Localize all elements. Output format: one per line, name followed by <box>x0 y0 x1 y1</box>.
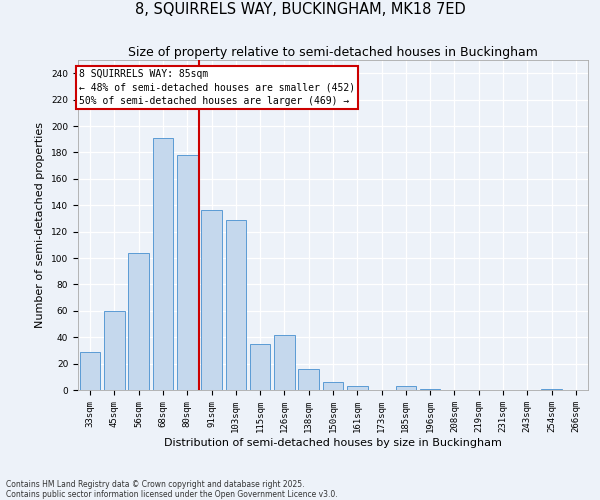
Bar <box>177 155 197 390</box>
Bar <box>128 252 149 390</box>
Bar <box>395 386 416 390</box>
Bar <box>274 334 295 390</box>
Bar <box>152 138 173 390</box>
Bar <box>201 210 222 390</box>
Bar <box>347 386 368 390</box>
Bar <box>420 388 440 390</box>
Text: 8 SQUIRRELS WAY: 85sqm
← 48% of semi-detached houses are smaller (452)
50% of se: 8 SQUIRRELS WAY: 85sqm ← 48% of semi-det… <box>79 69 355 106</box>
Bar <box>298 369 319 390</box>
Y-axis label: Number of semi-detached properties: Number of semi-detached properties <box>35 122 46 328</box>
Bar <box>323 382 343 390</box>
Bar <box>104 311 125 390</box>
Bar <box>541 388 562 390</box>
Bar <box>250 344 271 390</box>
Text: 8, SQUIRRELS WAY, BUCKINGHAM, MK18 7ED: 8, SQUIRRELS WAY, BUCKINGHAM, MK18 7ED <box>134 2 466 18</box>
Title: Size of property relative to semi-detached houses in Buckingham: Size of property relative to semi-detach… <box>128 46 538 59</box>
Bar <box>80 352 100 390</box>
Text: Contains HM Land Registry data © Crown copyright and database right 2025.
Contai: Contains HM Land Registry data © Crown c… <box>6 480 338 499</box>
X-axis label: Distribution of semi-detached houses by size in Buckingham: Distribution of semi-detached houses by … <box>164 438 502 448</box>
Bar <box>226 220 246 390</box>
